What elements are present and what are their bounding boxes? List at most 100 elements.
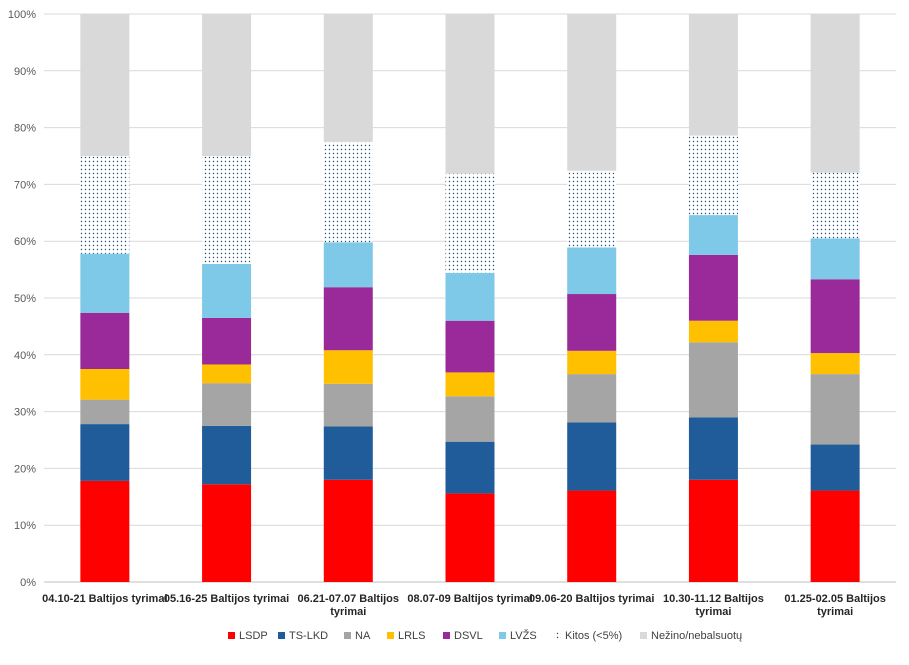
bar-segment: [202, 383, 252, 426]
bar-segment: [323, 287, 373, 351]
bar-segment: [80, 312, 130, 369]
legend-swatch: [387, 632, 394, 639]
bar-segment: [567, 374, 617, 423]
bar-segment: [323, 479, 373, 582]
legend-swatch: [228, 632, 235, 639]
bar-segment: [810, 444, 860, 491]
y-tick-label: 20%: [14, 463, 36, 475]
bar-segment: [810, 353, 860, 375]
bar-segment: [567, 170, 617, 248]
bar-segment: [688, 479, 738, 582]
bar-segment: [323, 14, 373, 142]
legend-label: LSDP: [239, 630, 268, 642]
bar-segment: [323, 426, 373, 480]
bar-segment: [688, 254, 738, 321]
y-tick-label: 70%: [14, 179, 36, 191]
x-category-label: 10.30-11.12 Baltijos tyrimai: [663, 593, 764, 618]
bar-segment: [323, 350, 373, 384]
bar-segment: [445, 441, 495, 494]
x-category-label: 08.07-09 Baltijos tyrimai: [407, 593, 532, 605]
bar-segment: [810, 279, 860, 354]
bar-segment: [80, 14, 130, 156]
y-tick-label: 50%: [14, 293, 36, 305]
bar-segment: [688, 417, 738, 480]
y-tick-label: 0%: [20, 577, 36, 589]
bar-segment: [567, 490, 617, 582]
x-category-label-line: tyrimai: [695, 606, 731, 618]
bars: [80, 14, 860, 582]
legend-label: Kitos (<5%): [565, 630, 622, 642]
legend-label: Nežino/nebalsuotų: [651, 630, 742, 642]
y-axis-tick-labels: 0% 10% 20% 30% 40% 50% 60% 70% 80% 90% 100%: [8, 9, 36, 589]
bar-segment: [445, 320, 495, 373]
y-tick-label: 100%: [8, 9, 36, 21]
x-category-label-line: tyrimai: [817, 606, 853, 618]
legend-swatch: [554, 632, 561, 639]
x-category-label: 05.16-25 Baltijos tyrimai: [164, 593, 289, 605]
x-category-label: 04.10-21 Baltijos tyrimai: [42, 593, 167, 605]
bar-segment: [567, 422, 617, 491]
bar-segment: [202, 317, 252, 365]
bar-segment: [810, 490, 860, 582]
bar-segment: [688, 135, 738, 216]
bar-segment: [445, 273, 495, 321]
x-category-label: 01.25-02.05 Baltijos tyrimai: [784, 593, 886, 618]
bar-segment: [202, 484, 252, 582]
bar-segment: [688, 215, 738, 255]
bar-segment: [80, 253, 130, 313]
bar-segment: [688, 320, 738, 343]
legend-swatch: [278, 632, 285, 639]
bar-segment: [323, 141, 373, 243]
bar-segment: [445, 396, 495, 442]
x-category-label: 06.21-07.07 Baltijos tyrimai: [298, 593, 400, 618]
bar-segment: [810, 238, 860, 280]
x-category-label-line: 04.10-21 Baltijos tyrimai: [42, 593, 167, 605]
y-tick-label: 10%: [14, 520, 36, 532]
bar-segment: [80, 156, 130, 254]
bar-segment: [567, 294, 617, 351]
bar-segment: [688, 14, 738, 136]
legend-label: DSVL: [454, 630, 483, 642]
y-tick-label: 60%: [14, 236, 36, 248]
legend-label: LRLS: [398, 630, 426, 642]
y-tick-label: 30%: [14, 407, 36, 419]
x-category-label-line: 05.16-25 Baltijos tyrimai: [164, 593, 289, 605]
bar-segment: [202, 263, 252, 318]
bar-segment: [323, 242, 373, 288]
bar-segment: [688, 342, 738, 418]
legend-swatch: [640, 632, 647, 639]
bar-segment: [810, 374, 860, 445]
bar-segment: [445, 14, 495, 174]
x-category-label: 09.06-20 Baltijos tyrimai: [529, 593, 654, 605]
y-tick-label: 90%: [14, 66, 36, 78]
bar-segment: [567, 247, 617, 295]
x-category-label-line: 06.21-07.07 Baltijos: [298, 593, 400, 605]
bar-segment: [445, 372, 495, 397]
bar-segment: [80, 480, 130, 582]
x-category-label-line: tyrimai: [330, 606, 366, 618]
bar-segment: [810, 14, 860, 173]
y-tick-label: 80%: [14, 123, 36, 135]
bar-segment: [323, 383, 373, 427]
legend: LSDP TS-LKD NA LRLS DSVL LVŽS Kitos (<5%) Nežin…: [228, 629, 742, 642]
y-tick-label: 40%: [14, 350, 36, 362]
bar-segment: [445, 173, 495, 274]
bar-segment: [202, 364, 252, 384]
x-category-label-line: 09.06-20 Baltijos tyrimai: [529, 593, 654, 605]
x-category-label-line: 08.07-09 Baltijos tyrimai: [407, 593, 532, 605]
legend-label: TS-LKD: [289, 630, 328, 642]
bar-segment: [202, 425, 252, 485]
x-category-label-line: 10.30-11.12 Baltijos: [663, 593, 764, 605]
x-category-label-line: 01.25-02.05 Baltijos: [784, 593, 886, 605]
legend-label: LVŽS: [510, 629, 537, 642]
bar-segment: [567, 14, 617, 171]
bar-segment: [567, 350, 617, 375]
bar-segment: [80, 424, 130, 481]
legend-label: NA: [355, 630, 371, 642]
bar-segment: [202, 14, 252, 156]
legend-swatch: [443, 632, 450, 639]
bar-segment: [810, 172, 860, 239]
